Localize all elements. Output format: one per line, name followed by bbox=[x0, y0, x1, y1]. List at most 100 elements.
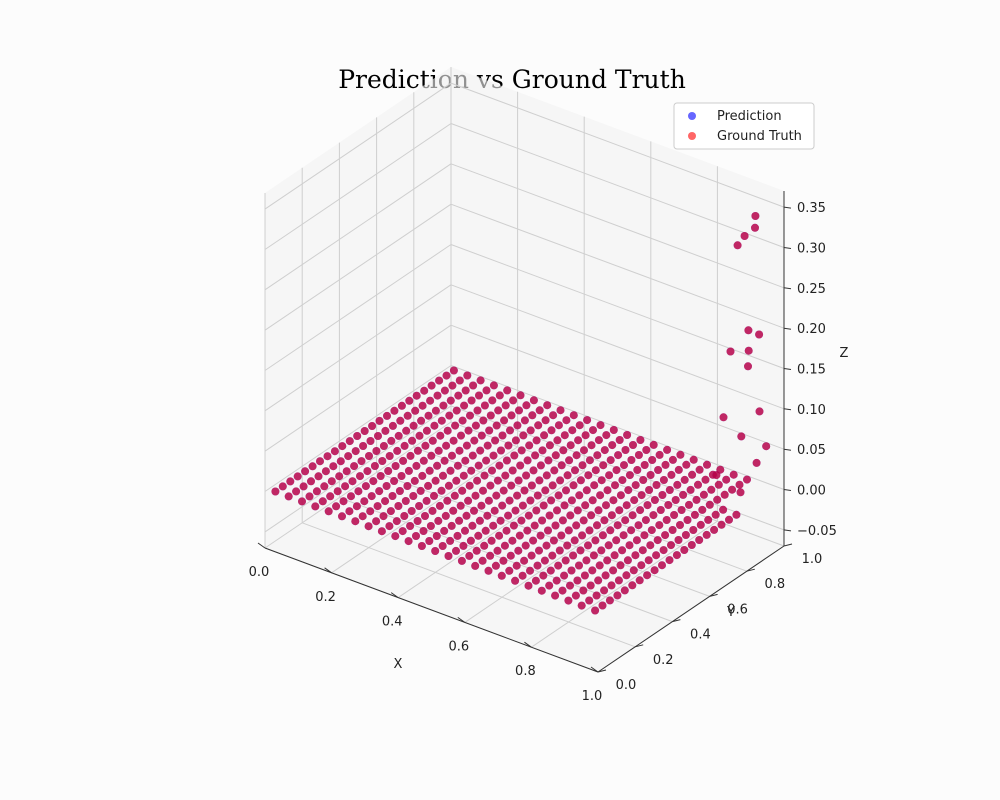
ground-truth-point bbox=[503, 386, 512, 395]
ground-truth-point bbox=[417, 416, 426, 425]
ground-truth-point bbox=[650, 496, 659, 504]
ground-truth-point bbox=[318, 497, 327, 506]
ground-truth-point bbox=[569, 551, 578, 560]
x-tick-mark bbox=[457, 616, 466, 623]
ground-truth-point bbox=[640, 461, 649, 469]
ground-truth-point bbox=[443, 496, 452, 505]
grid-line bbox=[450, 123, 785, 248]
ground-truth-point bbox=[593, 451, 602, 460]
ground-truth-point bbox=[476, 376, 485, 385]
ground-truth-point bbox=[505, 496, 514, 505]
ground-truth-point bbox=[474, 531, 483, 540]
ground-truth-point bbox=[481, 526, 490, 535]
ground-truth-point bbox=[610, 551, 619, 560]
ground-truth-point bbox=[516, 391, 525, 400]
ground-truth-point bbox=[351, 447, 360, 456]
ground-truth-point bbox=[333, 487, 342, 496]
ground-truth-point bbox=[347, 492, 355, 501]
ground-truth-point bbox=[665, 486, 674, 494]
ground-truth-point bbox=[329, 462, 338, 471]
ground-truth-point bbox=[549, 536, 558, 545]
ground-truth-point bbox=[598, 601, 607, 610]
ground-truth-point bbox=[480, 401, 489, 410]
ground-truth-point bbox=[695, 536, 704, 544]
ground-truth-point bbox=[497, 571, 506, 580]
ground-truth-point bbox=[406, 522, 415, 530]
ground-truth-point bbox=[496, 516, 505, 525]
ground-truth-point bbox=[413, 446, 422, 455]
ground-truth-point bbox=[654, 466, 663, 474]
ground-truth-point bbox=[475, 516, 484, 525]
ground-truth-point bbox=[444, 481, 453, 490]
ground-truth-point bbox=[500, 541, 509, 550]
ground-truth-point bbox=[367, 492, 376, 501]
ground-truth-point bbox=[658, 491, 667, 499]
ground-truth-point bbox=[419, 456, 428, 465]
ground-truth-point bbox=[471, 561, 480, 570]
z-tick-mark bbox=[783, 206, 792, 209]
grid-line bbox=[450, 324, 785, 450]
ground-truth-point bbox=[595, 561, 604, 570]
ground-truth-point bbox=[462, 441, 471, 450]
ground-truth-point bbox=[537, 586, 546, 595]
legend-label-ground-truth: Ground Truth bbox=[717, 129, 802, 144]
ground-truth-point bbox=[444, 552, 453, 560]
ground-truth-point bbox=[434, 446, 443, 455]
y-axis-line bbox=[597, 545, 785, 673]
ground-truth-point bbox=[594, 576, 603, 585]
ground-truth-point bbox=[682, 460, 691, 469]
axes-panes bbox=[265, 67, 784, 672]
ground-truth-point bbox=[591, 606, 600, 615]
ground-truth-point bbox=[439, 471, 447, 480]
ground-truth-point bbox=[412, 461, 421, 470]
ground-truth-point bbox=[458, 486, 467, 495]
ground-truth-point bbox=[381, 426, 390, 435]
ground-truth-point bbox=[461, 386, 470, 395]
ground-truth-point bbox=[437, 486, 446, 495]
ground-truth-point bbox=[482, 456, 491, 465]
z-tick-mark bbox=[783, 408, 792, 411]
ground-truth-point bbox=[495, 461, 504, 470]
ground-truth-point bbox=[512, 561, 521, 570]
ground-truth-point bbox=[523, 526, 532, 535]
ground-truth-point bbox=[514, 546, 523, 555]
y-tick-label: 0.0 bbox=[616, 678, 637, 693]
ground-truth-point bbox=[521, 541, 530, 550]
ground-truth-point bbox=[385, 522, 394, 531]
ground-truth-point bbox=[600, 446, 609, 455]
ground-truth-point bbox=[443, 426, 452, 435]
ground-truth-point bbox=[452, 406, 461, 415]
ground-truth-point bbox=[381, 497, 390, 506]
ground-truth-point bbox=[573, 506, 582, 515]
ground-truth-point bbox=[661, 460, 670, 469]
ground-truth-point bbox=[560, 431, 569, 440]
ground-truth-point bbox=[391, 462, 400, 470]
ground-truth-point bbox=[375, 416, 384, 425]
ground-truth-point bbox=[685, 500, 693, 509]
ground-truth-point bbox=[687, 541, 696, 549]
z-tick-label: 0.30 bbox=[797, 242, 826, 257]
ground-truth-point bbox=[428, 436, 437, 445]
ground-truth-point bbox=[493, 476, 502, 485]
ground-truth-point bbox=[582, 486, 591, 495]
ground-truth-point bbox=[391, 532, 400, 541]
ground-truth-point bbox=[440, 526, 449, 535]
ground-truth-point bbox=[517, 446, 526, 455]
ground-truth-point bbox=[544, 456, 553, 465]
x-tick-mark bbox=[590, 666, 599, 673]
ground-truth-point bbox=[394, 431, 403, 440]
ground-truth-point bbox=[564, 596, 573, 605]
ground-truth-point bbox=[365, 452, 373, 460]
ground-truth-point bbox=[403, 411, 412, 420]
ground-truth-point bbox=[278, 482, 287, 491]
ground-truth-point bbox=[385, 452, 394, 460]
ground-truth-point bbox=[513, 421, 522, 430]
ground-truth-point bbox=[578, 461, 587, 470]
ground-truth-point bbox=[576, 476, 585, 485]
ground-truth-point bbox=[585, 596, 594, 605]
ground-truth-point bbox=[623, 556, 632, 565]
ground-truth-point bbox=[449, 436, 458, 445]
ground-truth-point bbox=[659, 546, 668, 555]
ground-truth-point bbox=[494, 406, 503, 415]
